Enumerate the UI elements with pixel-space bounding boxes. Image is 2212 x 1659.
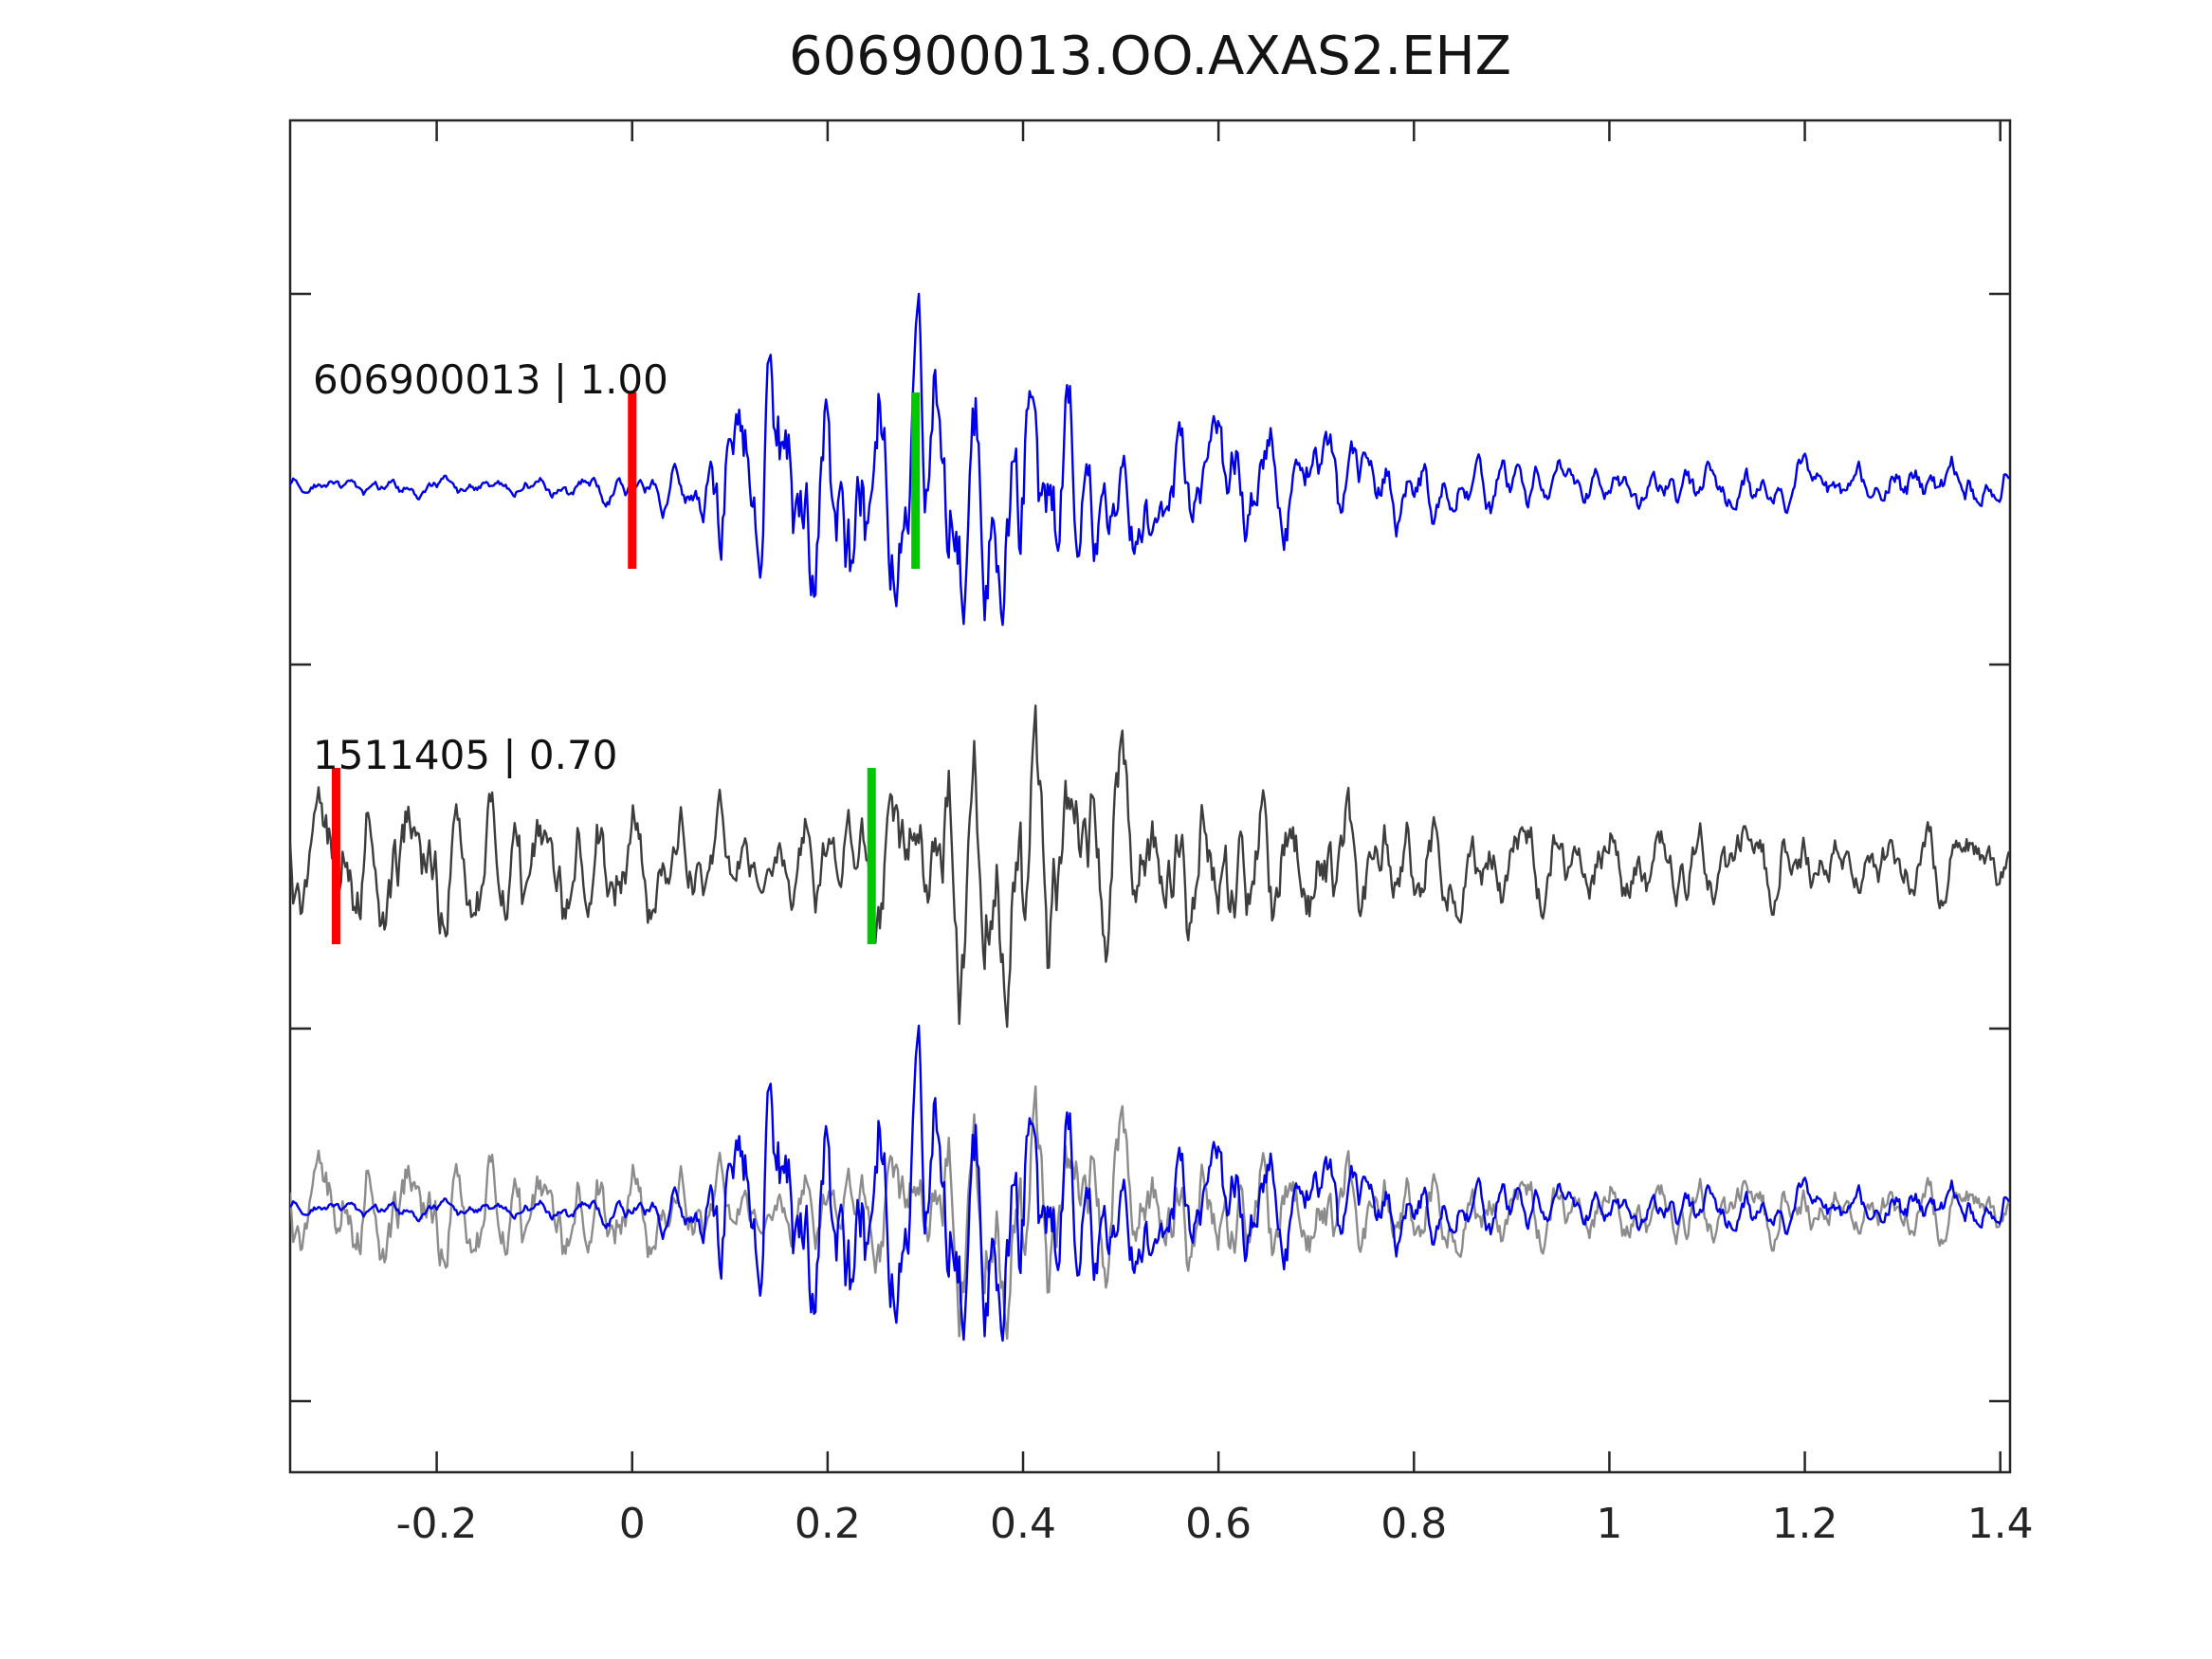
seismogram-plot: -0.2 0 0.2 0.4 0.6 0.8 1 1.2 1.4 606900013 | 1.00…: [288, 118, 2034, 1548]
axes-box: [288, 118, 2012, 1474]
x-tick-label: 0.2: [795, 1500, 861, 1548]
x-tick-label: 0: [619, 1500, 646, 1548]
trace-label-template: 1511405 | 0.70: [313, 732, 617, 778]
x-tick-label: -0.2: [396, 1500, 478, 1548]
figure-title: 606900013.OO.AXAS2.EHZ: [789, 26, 1511, 87]
waveform-overlay-template: [290, 1085, 2010, 1340]
waveforms-group: [290, 292, 2010, 1342]
x-tick-label: 0.4: [990, 1500, 1056, 1548]
waveform-detection-detection: [290, 292, 2010, 627]
trace-label-detection: 606900013 | 1.00: [313, 356, 668, 403]
x-tick-label: 0.6: [1185, 1500, 1252, 1548]
waveform-template-template: [290, 704, 2010, 1029]
x-tick-label: 1.2: [1772, 1500, 1838, 1548]
x-tick-label: 1: [1596, 1500, 1622, 1548]
x-tick-label: 0.8: [1380, 1500, 1447, 1548]
waveform-overlay-detection: [290, 1024, 2010, 1342]
x-tick-label: 1.4: [1967, 1500, 2034, 1548]
